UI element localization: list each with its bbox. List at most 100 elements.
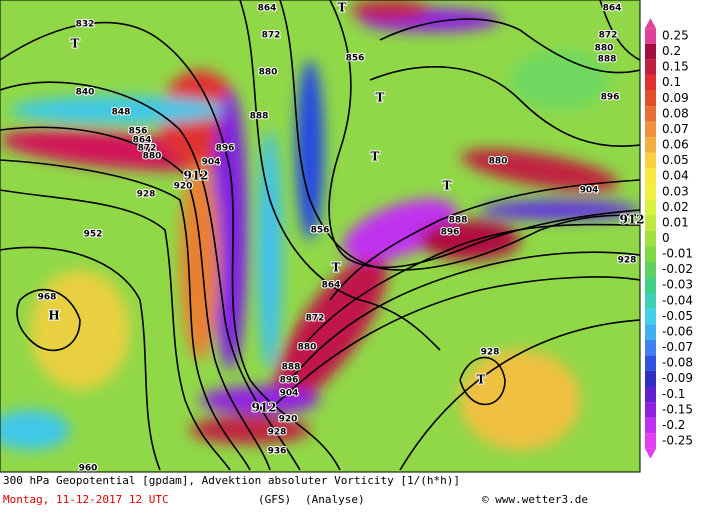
colorbar-label: -0.05 (662, 309, 693, 323)
contour-label: 888 (282, 363, 301, 373)
colorbar-cell (645, 137, 656, 153)
colorbar-cell (645, 324, 656, 340)
colorbar-label: -0.06 (662, 324, 693, 338)
colorbar-label: -0.02 (662, 262, 693, 276)
colorbar-cell (645, 168, 656, 184)
contour-label: 872 (599, 31, 618, 41)
footer-run: (Analyse) (305, 493, 365, 506)
colorbar-cell (645, 90, 656, 107)
contour-label: 864 (603, 4, 622, 14)
contour-label: 856 (129, 127, 148, 137)
colorbar-label: 0.09 (662, 91, 689, 105)
colorbar-label: -0.04 (662, 293, 693, 307)
contour-label: 880 (259, 68, 278, 78)
footer-date: Montag, 11-12-2017 12 UTC (3, 493, 169, 506)
colorbar-label: 0.03 (662, 184, 689, 198)
colorbar-label: 0.25 (662, 29, 689, 43)
colorbar-label: -0.25 (662, 434, 693, 448)
contour-label: 848 (112, 108, 131, 118)
contour-label: 880 (595, 44, 614, 54)
contour-label: 864 (258, 4, 277, 14)
contour-label: 864 (322, 281, 341, 291)
contour-label: 888 (250, 112, 269, 122)
contour-label: 896 (280, 376, 299, 386)
contour-label: 872 (262, 31, 281, 41)
colorbar-cell (645, 59, 656, 75)
contour-label: 936 (268, 447, 287, 457)
contour-labels: 8328408488568648728809049129209289529689… (37, 0, 646, 475)
colorbar-cell (645, 106, 656, 122)
contour-label: 880 (489, 157, 508, 167)
colorbar-label: 0.04 (662, 169, 689, 183)
contour-label: 928 (618, 256, 637, 266)
colorbar-label: -0.1 (662, 387, 685, 401)
colorbar-label: 0.02 (662, 200, 689, 214)
contour-label: 912 (619, 213, 644, 227)
pressure-center: T (71, 37, 80, 51)
colorbar-cell (645, 308, 656, 325)
colorbar-label: -0.07 (662, 340, 693, 354)
contour-label: 912 (183, 169, 208, 183)
colorbar-cell (645, 261, 656, 278)
contour-label: 856 (346, 54, 365, 64)
colorbar-label: -0.03 (662, 278, 693, 292)
colorbar-cell (645, 215, 656, 231)
contour-label: 896 (601, 93, 620, 103)
map-frame (0, 0, 641, 473)
colorbar-cell (645, 246, 656, 262)
colorbar-cell (645, 183, 656, 200)
colorbar-label: 0 (662, 231, 670, 245)
colorbar-cell (645, 402, 656, 418)
contour-label: 840 (76, 88, 95, 98)
colorbar-cell (645, 199, 656, 216)
pressure-center: T (477, 373, 486, 387)
colorbar-cell (645, 386, 656, 403)
footer-title: 300 hPa Geopotential [gpdam], Advektion … (3, 474, 460, 487)
contour-label: 928 (137, 190, 156, 200)
footer-source: © www.wetter3.de (482, 493, 588, 506)
footer-model: (GFS) (258, 493, 291, 506)
contour-label: 880 (143, 152, 162, 162)
colorbar-cell (645, 370, 656, 387)
colorbar-cell (645, 74, 656, 91)
pressure-center: T (443, 179, 452, 193)
pressure-center: T (371, 150, 380, 164)
contour-label: 904 (280, 389, 299, 399)
colorbar-tip (645, 18, 656, 29)
pressure-center: T (376, 91, 385, 105)
contour-label: 872 (306, 314, 325, 324)
colorbar-cell (645, 121, 656, 138)
colorbar-cell (645, 230, 656, 247)
colorbar-label: 0.06 (662, 138, 689, 152)
colorbar-cell (645, 433, 656, 449)
colorbar-label: -0.01 (662, 247, 693, 261)
contour-label: 928 (481, 348, 500, 358)
colorbar-label: 0.1 (662, 75, 681, 89)
contour-label: 920 (279, 415, 298, 425)
colorbar-cell (645, 355, 656, 371)
pressure-center: T (338, 1, 347, 15)
colorbar-cell (645, 152, 656, 169)
pressure-center: H (48, 309, 59, 323)
contour-label: 904 (580, 186, 599, 196)
geopotential-contours (0, 0, 640, 471)
contour-label: 920 (174, 182, 193, 192)
colorbar-label: 0.08 (662, 106, 689, 120)
contour-label: 896 (216, 144, 235, 154)
colorbar-tip (645, 448, 656, 459)
contour-label: 896 (441, 228, 460, 238)
contour-label: 832 (76, 20, 95, 30)
colorbar-label: -0.2 (662, 418, 685, 432)
colorbar-legend: 0.250.20.150.10.090.080.070.060.050.040.… (645, 18, 693, 459)
colorbar-cell (645, 28, 656, 44)
contour-label: 880 (298, 343, 317, 353)
contour-label: 864 (133, 136, 152, 146)
contour-label: 888 (449, 216, 468, 226)
colorbar-cell (645, 417, 656, 434)
contour-label: 856 (311, 226, 330, 236)
colorbar-label: -0.08 (662, 356, 693, 370)
colorbar-cell (645, 43, 656, 60)
contour-label: 912 (251, 401, 276, 415)
colorbar-cell (645, 339, 656, 356)
